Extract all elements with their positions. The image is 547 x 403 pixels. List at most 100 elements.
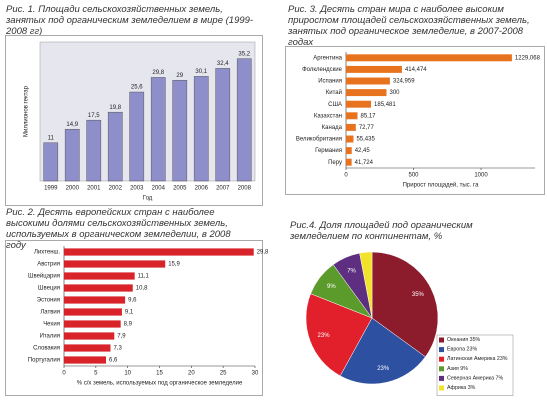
slice-label: 23% (377, 366, 390, 372)
legend-swatch (439, 385, 444, 391)
legend-swatch (439, 347, 444, 353)
data-label: 72,77 (359, 125, 375, 131)
x-tick-label: 20 (188, 371, 195, 377)
bar (346, 77, 390, 85)
data-label: 85,17 (360, 113, 376, 119)
x-tick-label: 2007 (216, 186, 230, 192)
legend-value: 3% (468, 385, 476, 391)
bar (64, 296, 126, 304)
y-tick-label: Великобритания (296, 137, 342, 143)
data-label: 19,8 (109, 105, 121, 111)
legend-swatch (439, 366, 444, 372)
y-tick-label: Германия (315, 148, 342, 154)
bar (64, 308, 122, 316)
data-label: 29,8 (257, 250, 269, 256)
x-tick-label: 500 (408, 173, 419, 179)
legend-value: 23% (497, 357, 508, 363)
slice-label: 23% (318, 333, 331, 339)
x-tick-label: 2008 (238, 186, 252, 192)
bar (215, 68, 231, 182)
y-tick-label: Италия (40, 334, 60, 340)
legend-value: 23% (467, 347, 478, 353)
data-label: 7,9 (117, 334, 126, 340)
data-label: 300 (390, 90, 401, 96)
bar (346, 147, 352, 155)
data-label: 35,2 (238, 51, 250, 57)
x-axis-label: Год (143, 196, 153, 202)
data-label: 1229,068 (515, 55, 541, 61)
bar (64, 128, 80, 182)
legend-label: Северная Америка 7% (447, 376, 503, 382)
y-tick-label: Словакия (33, 346, 60, 352)
y-tick-label: Казахстан (314, 113, 342, 119)
legend-name: Северная Америка (447, 376, 494, 382)
bar (64, 344, 111, 352)
bar (43, 142, 59, 182)
legend-name: Африка (447, 385, 466, 391)
y-tick-label: Латвия (40, 310, 60, 316)
legend-swatch (439, 356, 444, 362)
chart-title: Рис.4. Доля площадей под органическим зе… (290, 220, 473, 242)
data-label: 25,6 (131, 85, 143, 91)
x-tick-label: 1000 (474, 173, 488, 179)
x-tick-label: 2006 (195, 186, 209, 192)
data-label: 9,6 (128, 298, 137, 304)
data-label: 11 (48, 135, 55, 141)
x-tick-label: 5 (94, 371, 98, 377)
bar (86, 119, 102, 182)
x-axis-label: Прирост площадей, тыс. га (403, 182, 479, 189)
chart-title: Рис. 3. Десять стран мира с наиболее выс… (288, 4, 530, 48)
data-label: 29 (176, 73, 183, 79)
bar (346, 65, 402, 73)
y-tick-label: Швейцария (28, 273, 60, 280)
x-tick-label: 2005 (173, 186, 187, 192)
x-tick-label: 2003 (130, 186, 144, 192)
legend-value: 7% (496, 376, 504, 382)
chart-frame (5, 240, 263, 396)
data-label: 14,9 (66, 122, 78, 128)
data-label: 32,4 (217, 61, 229, 67)
x-tick-label: 10 (124, 371, 131, 377)
x-tick-label: 1999 (44, 186, 58, 192)
chart-title: Рис. 1. Площади сельскохозяйственных зем… (6, 4, 254, 37)
legend-label: Азия 9% (447, 366, 468, 372)
pie-slice (371, 251, 439, 358)
legend-swatch (439, 375, 444, 381)
data-label: 11,1 (138, 274, 150, 280)
legend-value: 35% (470, 337, 481, 343)
pie-slice (339, 317, 426, 385)
y-tick-label: Фолклендские (302, 67, 343, 73)
bar (129, 91, 145, 182)
bar (150, 77, 166, 182)
data-label: 10,8 (136, 286, 148, 292)
bar (107, 111, 123, 182)
bar (64, 260, 166, 268)
chart-frame (285, 46, 545, 195)
y-tick-label: Чехия (43, 322, 60, 328)
bar (346, 89, 387, 97)
bar (64, 248, 254, 256)
legend-label: Европа 23% (447, 347, 477, 353)
data-label: 29,8 (152, 70, 164, 76)
y-tick-label: США (328, 102, 342, 108)
bar (346, 54, 512, 62)
legend-label: Латинская Америка 23% (447, 357, 508, 363)
legend-name: Азия (447, 366, 459, 372)
y-tick-label: Испания (318, 79, 342, 85)
bar (346, 123, 356, 131)
bar (236, 58, 252, 182)
x-tick-label: 2000 (66, 186, 80, 192)
pie-slice (305, 293, 373, 377)
slice-label: 7% (347, 268, 356, 274)
slice-label: 35% (412, 292, 425, 298)
y-tick-label: Португалия (28, 358, 60, 364)
bar (64, 332, 115, 340)
bar (346, 158, 352, 166)
data-label: 7,3 (113, 346, 122, 352)
data-label: 55,435 (356, 137, 375, 143)
data-label: 17,5 (88, 113, 100, 119)
bar (193, 76, 209, 182)
legend-swatch (439, 337, 444, 343)
